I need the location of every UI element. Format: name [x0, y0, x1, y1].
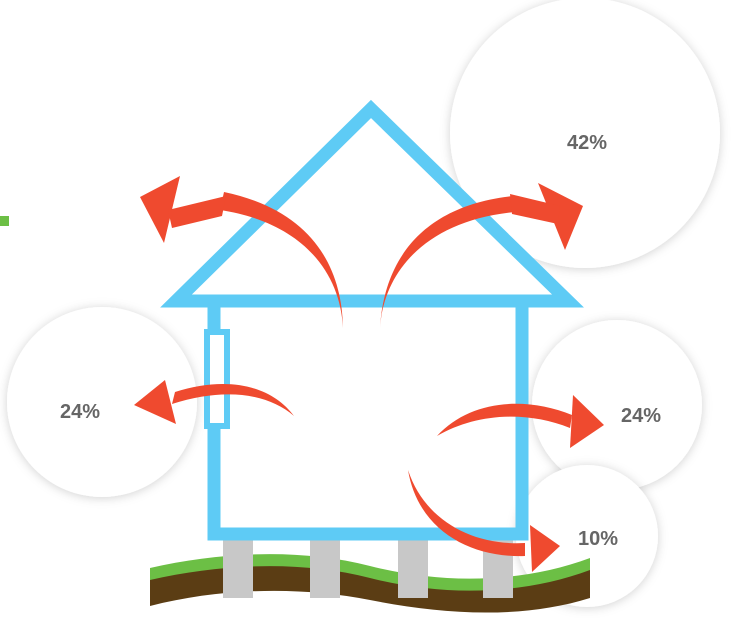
right-wall-loss-label: 24% [621, 405, 661, 427]
roof-right-arrow-shaft [510, 194, 560, 224]
left-wall-loss-label: 24% [60, 401, 100, 423]
floor-arrow [408, 470, 525, 557]
accent-mark [0, 216, 9, 226]
soil-strip [150, 562, 590, 613]
grass-strip [150, 554, 590, 591]
roof-left-arrowhead [140, 176, 180, 243]
floor-arrowhead [530, 525, 560, 572]
pillar [310, 540, 340, 598]
left-wall-loss-bubble [7, 307, 197, 497]
pillar [223, 540, 253, 598]
right-wall-arrow [437, 403, 572, 436]
heat-loss-arrows [134, 176, 604, 572]
roof-left-arrow [220, 192, 343, 328]
house-window [204, 329, 230, 429]
pillar [398, 540, 428, 598]
left-wall-arrow [172, 384, 294, 416]
right-wall-arrowhead [570, 395, 604, 448]
left-wall-arrowhead [134, 380, 176, 424]
house-roof [160, 99, 584, 308]
roof-right-arrow [380, 196, 515, 328]
roof-left-arrow-shaft [168, 196, 226, 228]
right-wall-loss-bubble [532, 320, 702, 490]
roof-loss-label: 42% [567, 132, 607, 154]
roof-right-arrowhead [538, 183, 583, 250]
floor-loss-label: 10% [578, 528, 618, 550]
